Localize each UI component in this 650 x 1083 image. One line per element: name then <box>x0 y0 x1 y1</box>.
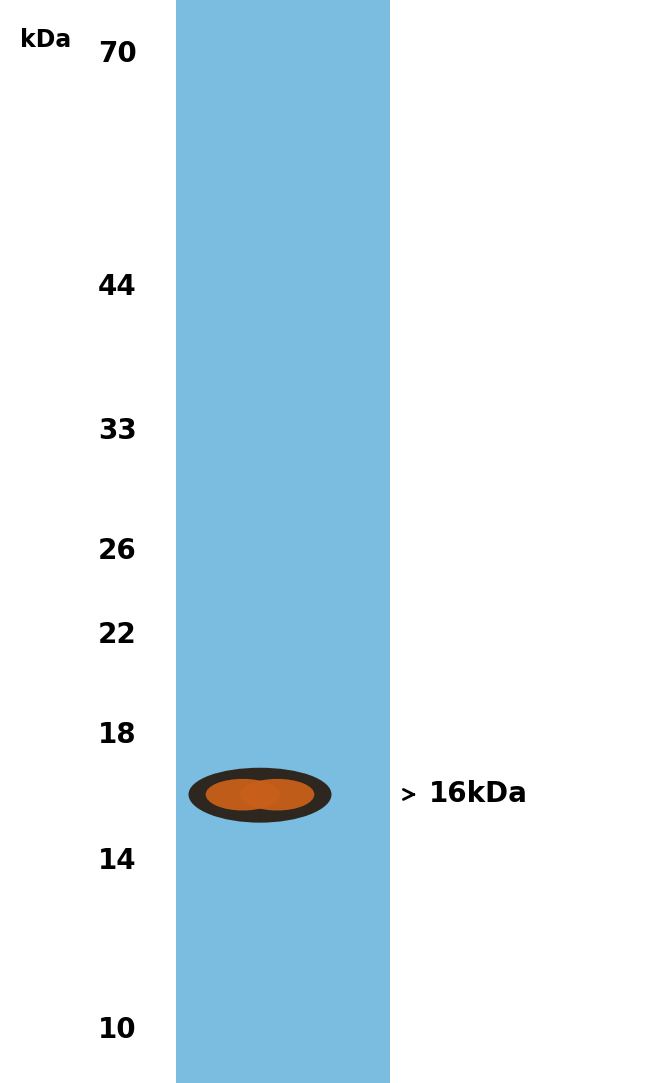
FancyBboxPatch shape <box>176 0 390 1083</box>
Ellipse shape <box>188 768 332 823</box>
Text: kDa: kDa <box>20 28 71 52</box>
Text: 16kDa: 16kDa <box>429 781 528 808</box>
Text: 10: 10 <box>98 1016 136 1044</box>
Ellipse shape <box>205 779 280 810</box>
Text: 22: 22 <box>98 621 136 649</box>
Text: 14: 14 <box>98 847 136 875</box>
Ellipse shape <box>240 779 315 810</box>
Text: 33: 33 <box>98 417 136 445</box>
Text: 26: 26 <box>98 537 136 565</box>
Text: 70: 70 <box>98 40 136 68</box>
Text: 44: 44 <box>98 273 136 301</box>
Text: 18: 18 <box>98 721 136 749</box>
